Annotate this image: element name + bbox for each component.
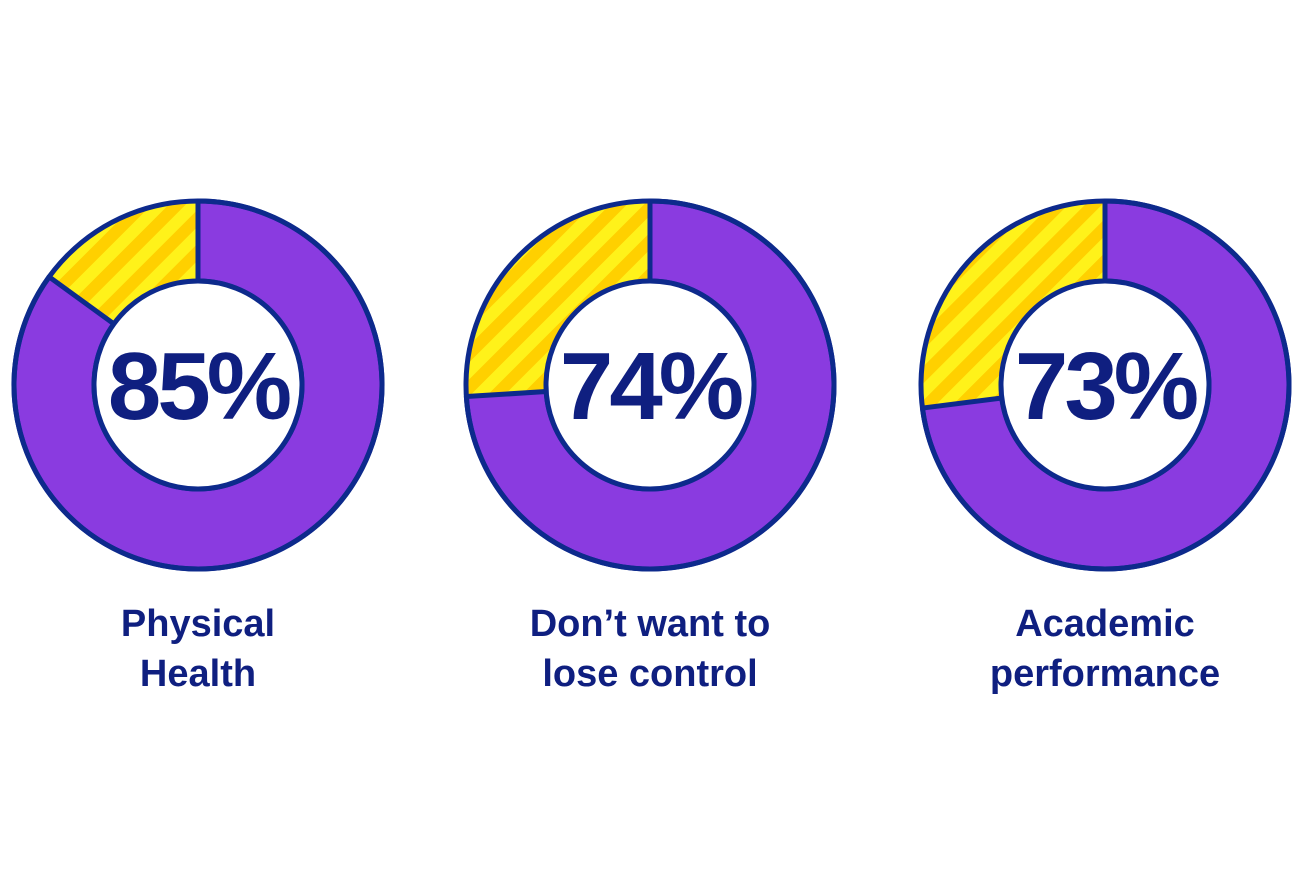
center-value: 73% [1015,333,1197,440]
donut-label: Don’t want to [530,603,771,645]
inner-hole [543,278,757,492]
outer-ring [918,198,1292,572]
donut-label: Academic [1015,603,1195,645]
donut-label: Physical [121,603,275,645]
center-value: 85% [108,333,290,440]
inner-hole [998,278,1212,492]
outer-ring [11,198,385,572]
donut-label: performance [990,653,1220,695]
center-value: 74% [560,333,742,440]
donut-label: Health [140,653,256,695]
outer-ring [463,198,837,572]
donut-label: lose control [542,653,757,695]
inner-hole [91,278,305,492]
